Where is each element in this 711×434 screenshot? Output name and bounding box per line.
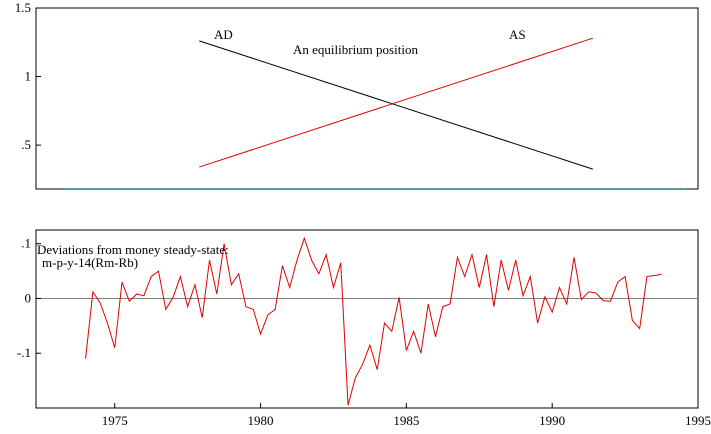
top-y-tick-label: 1	[25, 69, 32, 84]
top-y-tick-label: 1.5	[15, 0, 31, 15]
deviation-series-line	[85, 236, 662, 406]
bottom-x-tick-label: 1975	[102, 413, 128, 428]
top-y-ticks: .5 1 1.5	[15, 0, 41, 152]
bottom-panel-frame	[35, 229, 699, 409]
bottom-x-tick-label: 1990	[539, 413, 565, 428]
ad-curve	[199, 40, 593, 170]
equilibrium-label: An equilibrium position	[293, 42, 418, 57]
ad-label: AD	[214, 27, 233, 42]
bottom-panel: -.1 0 .1 1975 1980 1985 1990 1995 Deviations f…	[17, 229, 711, 428]
bottom-x-tick-label: 1980	[248, 413, 274, 428]
deviation-annotation-line-2: m-p-y-14(Rm-Rb)	[42, 255, 138, 270]
top-y-tick-label: .5	[21, 137, 31, 152]
as-curve	[199, 37, 593, 168]
bottom-x-ticks: 1975 1980 1985 1990 1995	[102, 403, 711, 428]
bottom-y-tick-label: .1	[21, 236, 31, 251]
top-panel-frame	[35, 7, 699, 190]
bottom-x-tick-label: 1995	[685, 413, 711, 428]
top-panel: .5 1 1.5 AD AS An equilibrium position	[15, 0, 699, 190]
bottom-y-tick-label: 0	[25, 290, 32, 305]
bottom-y-tick-label: -.1	[17, 345, 31, 360]
bottom-x-tick-label: 1985	[393, 413, 419, 428]
bottom-y-ticks: -.1 0 .1	[17, 236, 41, 360]
as-label: AS	[509, 27, 526, 42]
deviation-annotation-line-1: Deviations from money steady-state:	[37, 242, 229, 257]
